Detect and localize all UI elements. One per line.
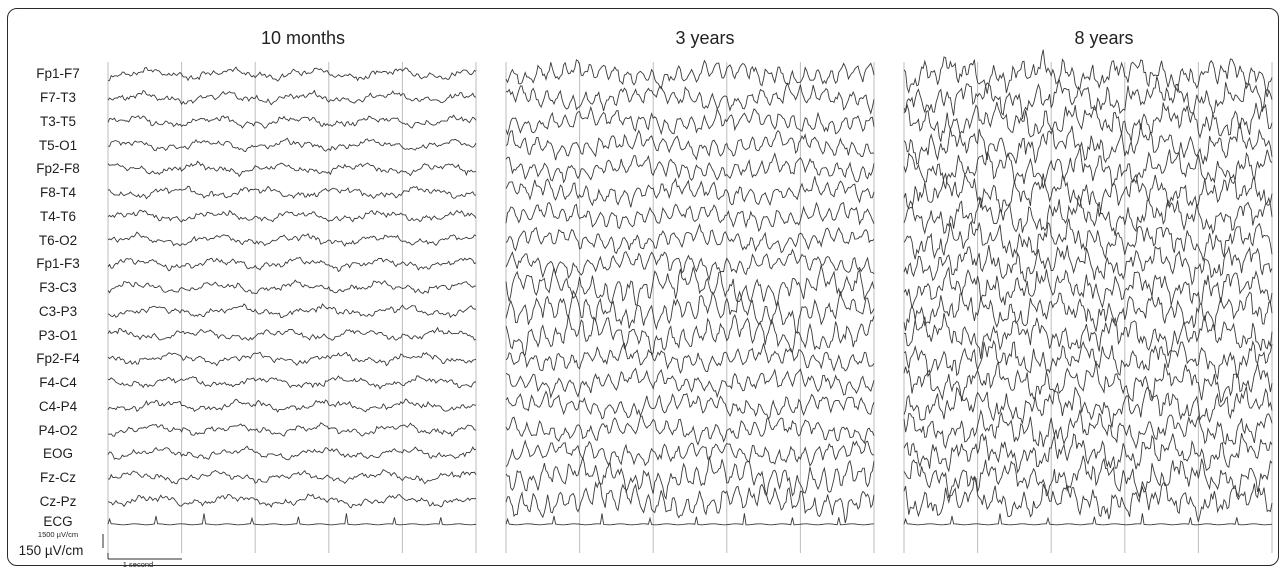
- eeg-panel-1: [107, 62, 477, 553]
- eeg-trace-fp2-f4: [903, 339, 1273, 381]
- panel-title-3-years: 3 years: [675, 28, 734, 48]
- eeg-trace-c3-p3: [505, 289, 875, 333]
- eeg-trace-t4-t6: [107, 209, 477, 223]
- eeg-panels: [107, 49, 1273, 553]
- eeg-trace-f7-t3: [505, 82, 875, 115]
- eeg-trace-f3-c3: [903, 266, 1273, 309]
- eeg-trace-f4-c4: [107, 375, 476, 390]
- eeg-trace-fp1-f3: [505, 248, 875, 282]
- channel-label-t3-t5: T3-T5: [40, 114, 76, 129]
- channel-label-fz-cz: Fz-Cz: [40, 470, 76, 485]
- eeg-trace-eog: [903, 432, 1273, 474]
- eeg-trace-t3-t5: [505, 105, 875, 136]
- eeg-trace-t4-t6: [903, 194, 1273, 236]
- eeg-trace-f8-t4: [505, 176, 875, 208]
- eeg-trace-p3-o1: [903, 312, 1273, 359]
- eeg-trace-fp1-f3: [107, 256, 477, 273]
- eeg-trace-c3-p3: [107, 303, 477, 318]
- eeg-trace-cz-pz: [505, 481, 875, 524]
- channel-label-ecg: ECG: [43, 514, 72, 529]
- channel-label-f3-c3: F3-C3: [39, 280, 77, 295]
- eeg-trace-ecg: [107, 513, 477, 526]
- eeg-trace-f3-c3: [505, 264, 875, 307]
- channel-label-f7-t3: F7-T3: [40, 90, 76, 105]
- eeg-trace-p4-o2: [505, 415, 875, 446]
- eeg-trace-fp2-f4: [107, 351, 477, 367]
- ecg-scale-label: 1500 µV/cm: [38, 530, 78, 539]
- eeg-trace-cz-pz: [903, 476, 1273, 522]
- eeg-trace-t3-t5: [903, 101, 1273, 142]
- time-scale-label: 1 second: [123, 560, 153, 569]
- eeg-trace-eog: [107, 445, 477, 461]
- amplitude-scale-label: 150 µV/cm: [19, 543, 84, 558]
- eeg-trace-fz-cz: [903, 455, 1273, 499]
- channel-label-c3-p3: C3-P3: [39, 304, 77, 319]
- channel-label-f4-c4: F4-C4: [39, 375, 77, 390]
- eeg-trace-c4-p4: [107, 398, 477, 413]
- eeg-trace-p3-o1: [107, 326, 477, 341]
- eeg-trace-c4-p4: [903, 386, 1273, 428]
- channel-label-t4-t6: T4-T6: [40, 209, 76, 224]
- channel-label-fp2-f4: Fp2-F4: [36, 351, 80, 366]
- channel-label-t6-o2: T6-O2: [39, 233, 77, 248]
- eeg-trace-t6-o2: [505, 223, 875, 255]
- eeg-panel-2: [505, 59, 875, 553]
- eeg-trace-fp2-f8: [903, 146, 1273, 189]
- eeg-trace-p4-o2: [107, 422, 477, 437]
- eeg-trace-fz-cz: [505, 456, 875, 501]
- eeg-trace-t6-o2: [903, 218, 1273, 263]
- panel-title-10-months: 10 months: [261, 28, 345, 48]
- eeg-trace-p3-o1: [505, 313, 875, 356]
- eeg-trace-f7-t3: [903, 76, 1273, 119]
- eeg-trace-fz-cz: [107, 468, 477, 485]
- eeg-trace-p4-o2: [903, 408, 1273, 450]
- eeg-trace-cz-pz: [107, 493, 477, 509]
- eeg-trace-c3-p3: [903, 291, 1273, 332]
- eeg-trace-f8-t4: [107, 185, 477, 200]
- eeg-trace-fp2-f4: [505, 342, 875, 374]
- channel-label-p3-o1: P3-O1: [38, 328, 77, 343]
- eeg-trace-eog: [505, 439, 875, 468]
- channel-label-cz-pz: Cz-Pz: [40, 494, 77, 509]
- eeg-trace-ecg: [505, 513, 875, 526]
- eeg-trace-fp1-f7: [505, 59, 875, 90]
- eeg-trace-t4-t6: [505, 201, 875, 233]
- channel-label-eog: EOG: [43, 446, 73, 461]
- eeg-trace-t5-o1: [505, 129, 875, 161]
- eeg-trace-t5-o1: [107, 137, 477, 153]
- eeg-trace-c4-p4: [505, 390, 875, 420]
- eeg-trace-t5-o1: [903, 121, 1273, 165]
- eeg-trace-f7-t3: [107, 89, 477, 106]
- eeg-trace-fp2-f8: [505, 152, 875, 184]
- figure-frame: [7, 8, 1279, 566]
- eeg-trace-f4-c4: [903, 360, 1273, 404]
- channel-label-c4-p4: C4-P4: [39, 399, 78, 414]
- channel-labels: Fp1-F7 F7-T3 T3-T5 T5-O1 Fp2-F8 F8-T4 T4…: [36, 66, 80, 529]
- eeg-trace-fp1-f7: [107, 66, 477, 82]
- eeg-trace-f4-c4: [505, 367, 875, 399]
- eeg-trace-f3-c3: [107, 279, 476, 295]
- eeg-panel-3: [903, 49, 1273, 553]
- channel-label-fp1-f7: Fp1-F7: [36, 66, 80, 81]
- eeg-trace-f8-t4: [903, 172, 1273, 217]
- channel-label-t5-o1: T5-O1: [39, 138, 77, 153]
- eeg-trace-t6-o2: [107, 231, 477, 247]
- channel-label-fp2-f8: Fp2-F8: [36, 161, 80, 176]
- eeg-trace-fp1-f7: [903, 49, 1273, 94]
- channel-label-f8-t4: F8-T4: [40, 185, 76, 200]
- panel-title-8-years: 8 years: [1074, 28, 1133, 48]
- eeg-trace-fp2-f8: [107, 160, 477, 178]
- eeg-trace-fp1-f3: [903, 245, 1273, 286]
- eeg-trace-t3-t5: [107, 114, 477, 129]
- channel-label-fp1-f3: Fp1-F3: [36, 256, 80, 271]
- channel-label-p4-o2: P4-O2: [38, 423, 77, 438]
- eeg-trace-ecg: [903, 513, 1273, 526]
